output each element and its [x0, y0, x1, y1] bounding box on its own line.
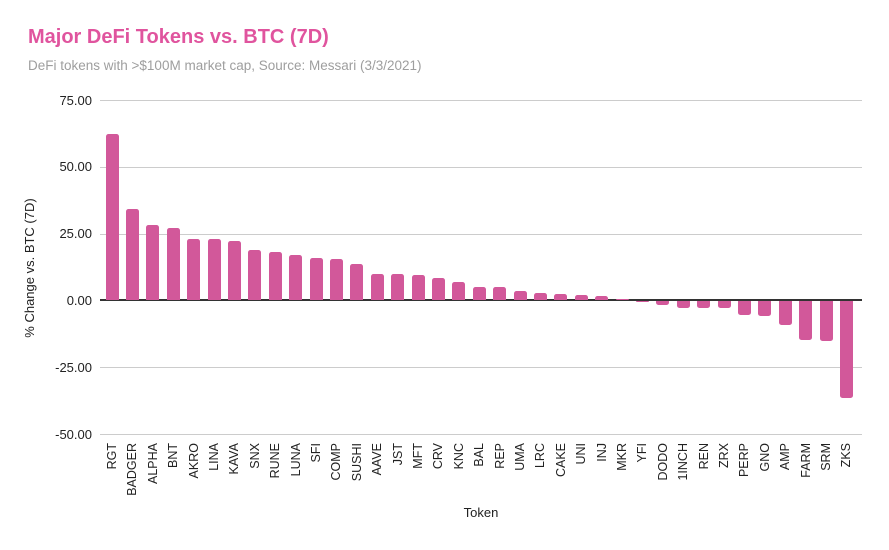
y-tick-label-25.00: 25.00 [59, 226, 92, 242]
plot-area [100, 100, 862, 435]
bar-rune [268, 252, 282, 301]
gridline-50 [100, 166, 862, 168]
x-tick-label-sushi: SUSHI [349, 443, 364, 482]
gridline-75 [100, 100, 862, 101]
bar-amp [778, 301, 792, 326]
bar-uma [513, 290, 527, 301]
bar-1inch [676, 301, 690, 308]
x-tick-label-rep: REP [492, 443, 507, 469]
x-tick-label-knc: KNC [451, 443, 466, 470]
bar-comp [329, 259, 343, 301]
x-tick-label-dodo: DODO [655, 443, 670, 481]
bar-ren [697, 301, 711, 309]
bar-jst [391, 274, 405, 301]
x-tick-label-snx: SNX [247, 443, 262, 469]
bar-mkr [615, 298, 629, 301]
x-tick-label-alpha: ALPHA [145, 443, 160, 484]
x-tick-label-uni: UNI [574, 443, 589, 465]
gridline--25 [100, 367, 862, 369]
zero-axis-line [100, 299, 862, 302]
bar-rep [493, 287, 507, 301]
bar-dodo [656, 301, 670, 306]
x-tick-label-amp: AMP [778, 443, 793, 471]
x-tick-label-inj: INJ [594, 443, 609, 462]
bar-rgt [105, 133, 119, 301]
x-tick-label-yfi: YFI [635, 443, 650, 463]
x-tick-label-rgt: RGT [105, 443, 119, 470]
bar-yfi [635, 301, 649, 303]
x-tick-label-ren: REN [696, 443, 711, 470]
x-tick-label-bnt: BNT [166, 443, 181, 468]
y-tick-label-0.00: 0.00 [66, 292, 92, 308]
x-tick-label-luna: LUNA [288, 443, 303, 477]
x-tick-label-akro: AKRO [186, 443, 201, 479]
x-tick-label-1inch: 1INCH [676, 443, 691, 481]
x-tick-label-gno: GNO [757, 443, 772, 472]
x-tick-label-jst: JST [390, 443, 405, 466]
gridline--50 [100, 434, 862, 435]
bar-lina [207, 239, 221, 301]
bar-bal [472, 287, 486, 301]
x-tick-label-bal: BAL [472, 443, 487, 467]
bar-snx [248, 249, 262, 301]
bar-sfi [309, 257, 323, 301]
bar-sushi [350, 264, 364, 301]
x-axis-title: Token [463, 505, 499, 520]
x-tick-label-rune: RUNE [268, 443, 283, 479]
y-axis-title: % Change vs. BTC (7D) [22, 198, 37, 338]
chart-title: Major DeFi Tokens vs. BTC (7D) [28, 26, 329, 48]
y-tick-label-50.00: 50.00 [59, 159, 92, 175]
bar-alpha [146, 224, 160, 301]
bar-mft [411, 275, 425, 301]
chart-subtitle: DeFi tokens with >$100M market cap, Sour… [28, 58, 422, 73]
x-tick-label-lrc: LRC [533, 443, 548, 469]
bar-perp [737, 301, 751, 316]
x-tick-label-zrx: ZRX [717, 443, 731, 468]
x-tick-label-aave: AAVE [370, 443, 385, 476]
bar-bnt [166, 228, 180, 301]
bar-crv [431, 277, 445, 301]
x-tick-label-mkr: MKR [615, 443, 629, 471]
bar-uni [574, 294, 588, 301]
bar-srm [819, 301, 833, 341]
gridline-25 [100, 233, 862, 235]
x-tick-label-srm: SRM [819, 443, 833, 471]
x-tick-label-kava: KAVA [227, 443, 242, 475]
x-tick-label-badger: BADGER [125, 443, 140, 496]
x-tick-label-sfi: SFI [309, 443, 323, 463]
x-tick-label-crv: CRV [431, 443, 446, 470]
x-tick-label-uma: UMA [513, 443, 527, 471]
bar-badger [125, 209, 139, 301]
bar-cake [554, 293, 568, 301]
x-tick-label-mft: MFT [411, 443, 425, 469]
bar-kava [227, 241, 241, 301]
bar-aave [370, 273, 384, 301]
x-tick-label-zks: ZKS [839, 443, 854, 468]
x-tick-label-perp: PERP [737, 443, 752, 478]
bar-zrx [717, 301, 731, 309]
y-tick-label--25.00: -25.00 [55, 359, 92, 375]
y-tick-label--50.00: -50.00 [55, 426, 92, 442]
bar-akro [187, 238, 201, 301]
bar-lrc [533, 293, 547, 301]
y-tick-label-75.00: 75.00 [59, 92, 92, 108]
bar-luna [289, 255, 303, 301]
x-tick-label-lina: LINA [207, 443, 221, 471]
bar-zks [839, 301, 853, 398]
x-tick-label-comp: COMP [329, 443, 344, 481]
bar-inj [595, 296, 609, 301]
x-tick-label-farm: FARM [798, 443, 813, 478]
bar-gno [758, 301, 772, 317]
x-tick-label-cake: CAKE [553, 443, 568, 478]
bar-knc [452, 282, 466, 301]
bar-farm [799, 301, 813, 341]
